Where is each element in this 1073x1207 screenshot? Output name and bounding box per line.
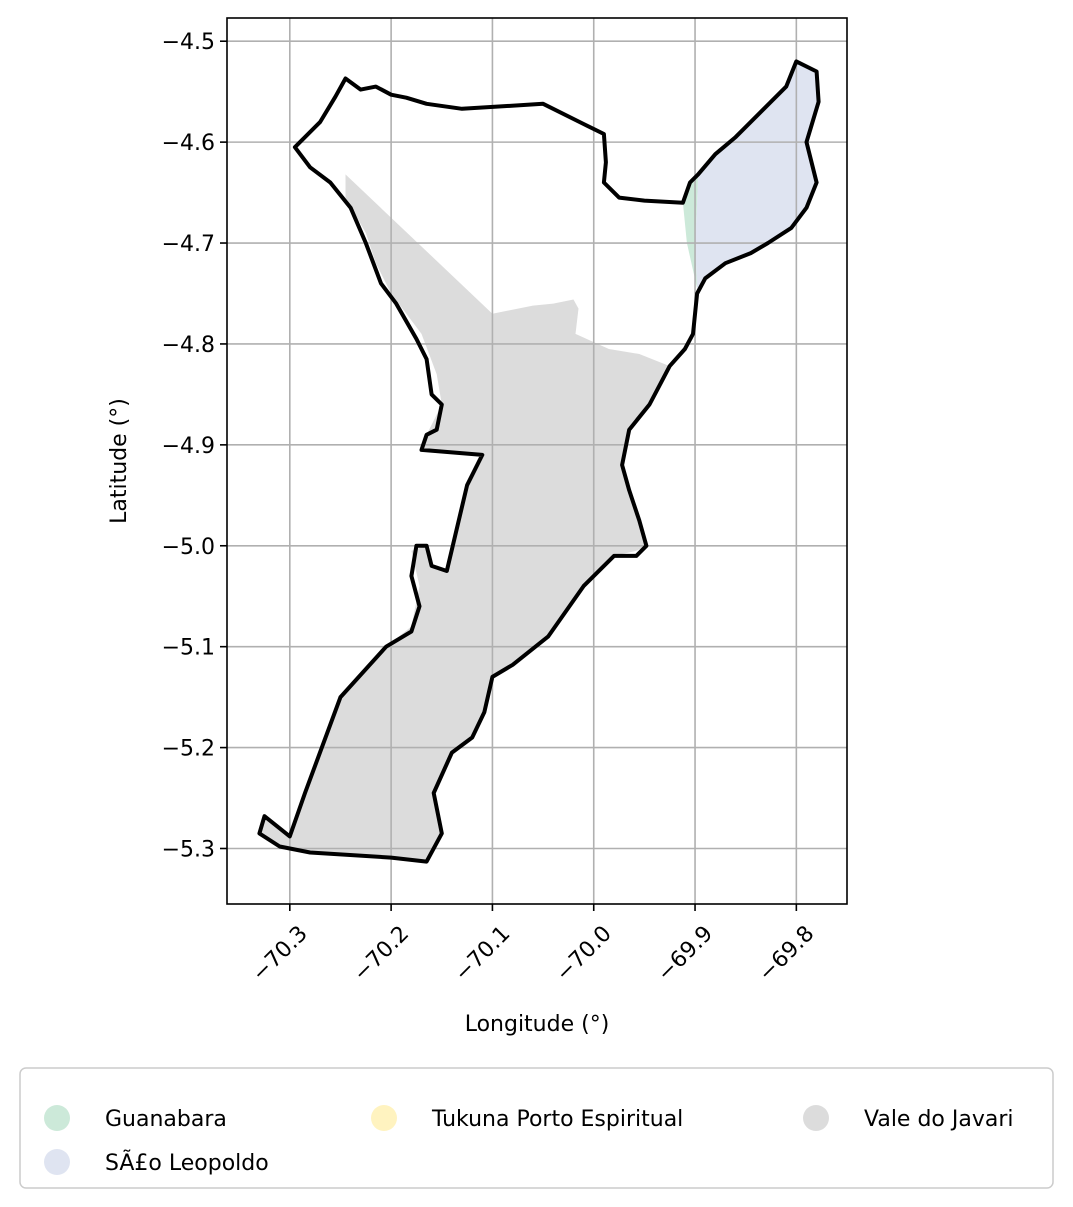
legend-item-s-o-leopoldo: SÃ£o Leopoldo — [44, 1149, 269, 1176]
y-axis-ticks: −4.5 −4.6 −4.7 −4.8 −4.9 −5.0 −5.1 −5.2 −5.3 — [162, 30, 227, 862]
legend: Guanabara Tukuna Porto Espiritual Vale do … — [44, 1105, 1014, 1176]
x-axis-title: Longitude (°) — [465, 1012, 610, 1037]
legend-marker — [371, 1105, 397, 1131]
y-tick-label: −5.2 — [162, 737, 215, 762]
legend-item-vale-do-javari: Vale do Javari — [803, 1105, 1014, 1132]
legend-label: Guanabara — [105, 1107, 227, 1132]
legend-marker — [44, 1105, 70, 1131]
legend-marker — [44, 1149, 70, 1175]
y-tick-label: −4.7 — [162, 232, 215, 257]
y-tick-label: −5.0 — [162, 535, 215, 560]
legend-item-tukuna-porto-espiritual: Tukuna Porto Espiritual — [371, 1105, 683, 1132]
x-axis-ticks: −70.3 −70.2 −70.1 −70.0 −69.9 −69.8 — [247, 904, 819, 987]
legend-label: SÃ£o Leopoldo — [105, 1149, 269, 1176]
x-tick-label: −69.8 — [754, 921, 819, 986]
y-tick-label: −4.9 — [162, 434, 215, 459]
y-tick-label: −4.5 — [162, 30, 215, 55]
legend-box — [19, 1067, 1054, 1189]
y-axis-title: Latitude (°) — [107, 398, 132, 524]
boundary-layer — [257, 59, 821, 864]
legend-label: Vale do Javari — [864, 1107, 1014, 1132]
x-tick-label: −70.3 — [247, 921, 312, 986]
legend-label: Tukuna Porto Espiritual — [431, 1107, 683, 1132]
x-tick-label: −70.1 — [450, 921, 515, 986]
region-vale-do-javari — [259, 174, 670, 862]
territory-boundary — [257, 59, 821, 864]
x-tick-label: −70.2 — [349, 921, 414, 986]
legend-marker — [803, 1105, 829, 1131]
y-tick-label: −4.8 — [162, 333, 215, 358]
x-tick-label: −69.9 — [653, 921, 718, 986]
y-tick-label: −5.1 — [162, 636, 215, 661]
y-tick-label: −5.3 — [162, 837, 215, 862]
x-tick-label: −70.0 — [551, 921, 616, 986]
legend-item-guanabara: Guanabara — [44, 1105, 227, 1132]
region-s-o-leopoldo — [695, 61, 819, 289]
y-tick-label: −4.6 — [162, 131, 215, 156]
axes-frame — [226, 17, 848, 905]
map-regions — [259, 61, 819, 862]
